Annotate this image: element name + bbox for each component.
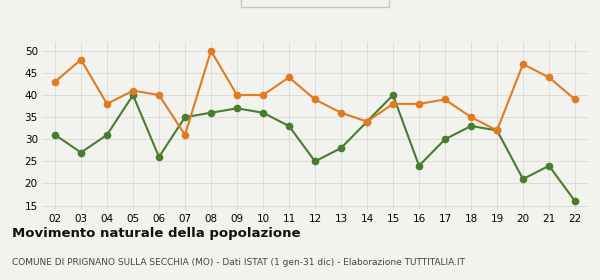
Decessi xyxy=(493,129,500,132)
Nascite xyxy=(442,137,449,141)
Nascite xyxy=(493,129,500,132)
Decessi xyxy=(259,93,266,97)
Text: COMUNE DI PRIGNANO SULLA SECCHIA (MO) - Dati ISTAT (1 gen-31 dic) - Elaborazione: COMUNE DI PRIGNANO SULLA SECCHIA (MO) - … xyxy=(12,258,465,267)
Line: Decessi: Decessi xyxy=(52,48,578,138)
Text: Movimento naturale della popolazione: Movimento naturale della popolazione xyxy=(12,227,301,240)
Decessi xyxy=(130,89,137,92)
Nascite xyxy=(286,124,293,128)
Nascite xyxy=(181,115,188,119)
Nascite xyxy=(520,177,527,181)
Nascite xyxy=(545,164,553,167)
Line: Nascite: Nascite xyxy=(52,92,578,204)
Nascite xyxy=(337,146,344,150)
Nascite xyxy=(415,164,422,167)
Decessi xyxy=(77,58,85,61)
Decessi xyxy=(467,115,475,119)
Decessi xyxy=(545,76,553,79)
Nascite xyxy=(233,107,241,110)
Decessi xyxy=(181,133,188,137)
Nascite xyxy=(155,155,163,159)
Nascite xyxy=(52,133,59,137)
Nascite xyxy=(364,120,371,123)
Legend: Nascite, Decessi: Nascite, Decessi xyxy=(241,0,389,6)
Decessi xyxy=(571,98,578,101)
Decessi xyxy=(311,98,319,101)
Nascite xyxy=(208,111,215,115)
Decessi xyxy=(520,62,527,66)
Nascite xyxy=(130,93,137,97)
Decessi xyxy=(233,93,241,97)
Decessi xyxy=(337,111,344,115)
Decessi xyxy=(103,102,110,106)
Decessi xyxy=(155,93,163,97)
Nascite xyxy=(311,160,319,163)
Decessi xyxy=(415,102,422,106)
Decessi xyxy=(52,80,59,83)
Decessi xyxy=(208,49,215,53)
Decessi xyxy=(442,98,449,101)
Nascite xyxy=(77,151,85,154)
Nascite xyxy=(103,133,110,137)
Nascite xyxy=(259,111,266,115)
Nascite xyxy=(467,124,475,128)
Decessi xyxy=(286,76,293,79)
Nascite xyxy=(389,93,397,97)
Decessi xyxy=(389,102,397,106)
Nascite xyxy=(571,199,578,203)
Decessi xyxy=(364,120,371,123)
